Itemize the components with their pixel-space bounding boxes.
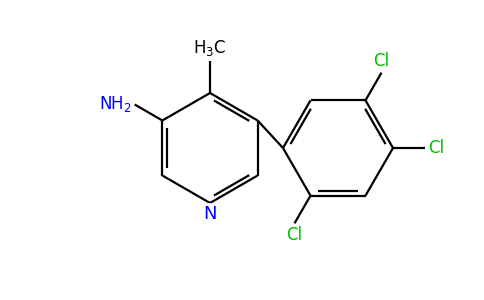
Text: Cl: Cl (374, 52, 390, 70)
Text: Cl: Cl (428, 139, 444, 157)
Text: N: N (203, 205, 217, 223)
Text: NH$_2$: NH$_2$ (99, 94, 132, 115)
Text: H$_3$C: H$_3$C (194, 38, 227, 58)
Text: Cl: Cl (287, 226, 302, 244)
